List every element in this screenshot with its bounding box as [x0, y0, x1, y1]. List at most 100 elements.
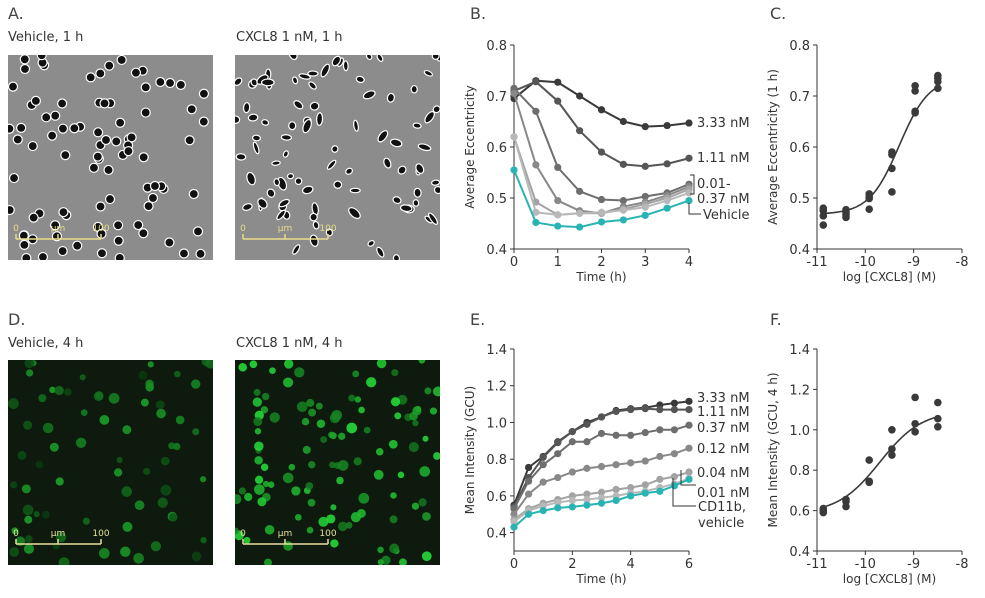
data-point — [641, 162, 649, 170]
panel-label-f: F. — [770, 310, 782, 329]
cell — [399, 558, 407, 565]
data-point — [532, 107, 540, 115]
data-point — [597, 488, 606, 496]
cell — [260, 463, 269, 471]
data-point — [670, 473, 679, 481]
cell — [288, 121, 297, 131]
cell — [254, 428, 262, 435]
cell — [50, 220, 61, 231]
cell — [8, 398, 19, 409]
cell — [418, 360, 426, 364]
cell — [121, 486, 133, 497]
cell — [280, 134, 293, 141]
data-point — [597, 195, 606, 204]
scale-bar-label: µm — [278, 529, 293, 539]
cell — [410, 84, 418, 94]
cell — [108, 392, 120, 404]
data-point — [842, 213, 850, 222]
cell — [155, 400, 165, 410]
cell — [175, 415, 185, 425]
cell — [271, 160, 281, 166]
x-axis-label: log [CXCL8] (M) — [843, 572, 936, 586]
series-3 — [510, 444, 693, 518]
panel-label-b: B. — [470, 4, 487, 23]
x-tick-label: -9 — [907, 557, 920, 572]
cell — [353, 119, 359, 132]
caption-cxcl8-1h: CXCL8 1 nM, 1 h — [236, 30, 343, 45]
caption-vehicle-1h: Vehicle, 1 h — [8, 30, 84, 45]
data-point — [663, 196, 671, 205]
cell — [155, 76, 166, 88]
data-point — [656, 487, 664, 495]
series-2 — [510, 84, 693, 205]
data-point — [663, 121, 671, 130]
y-tick-label: 0.8 — [486, 39, 507, 54]
y-axis-label: Average Eccentricity — [463, 85, 477, 209]
cell — [301, 185, 314, 195]
cell — [261, 119, 270, 126]
cell — [348, 394, 356, 402]
cell — [389, 138, 403, 148]
cell — [283, 377, 294, 388]
cell — [38, 394, 47, 403]
cell — [397, 165, 407, 175]
y-tick-label: 0.7 — [486, 90, 507, 105]
data-point — [641, 481, 649, 489]
cell — [23, 543, 35, 554]
data-point — [888, 150, 896, 159]
cell — [169, 513, 178, 522]
cell — [348, 207, 361, 219]
data-point — [554, 498, 562, 506]
cell — [198, 116, 209, 127]
data-point — [656, 426, 664, 434]
cell — [200, 536, 207, 544]
data-point — [911, 109, 919, 117]
y-tick-label: 0.6 — [486, 141, 507, 156]
data-point — [554, 222, 562, 230]
data-point — [583, 464, 591, 472]
cell — [346, 422, 358, 434]
cell — [257, 197, 268, 209]
data-point — [510, 89, 518, 98]
y-tick-label: 1.0 — [789, 424, 810, 439]
leader-line — [672, 478, 696, 507]
data-point — [539, 461, 547, 469]
data-point — [510, 84, 518, 92]
cell — [308, 81, 317, 90]
data-point — [619, 196, 627, 205]
data-point — [539, 453, 547, 461]
data-point — [842, 502, 850, 511]
x-tick-label: 3 — [641, 255, 649, 270]
cell — [140, 398, 149, 407]
x-tick-label: -8 — [956, 557, 969, 572]
cell — [99, 414, 110, 425]
scale-bar-label: 0 — [240, 224, 246, 234]
y-axis-label: Mean Intensity (GCU) — [463, 386, 477, 514]
cell — [64, 388, 72, 396]
data-point — [568, 496, 576, 505]
cell — [291, 486, 301, 496]
data-point — [554, 163, 562, 171]
cell — [294, 367, 305, 378]
data-point — [888, 451, 896, 459]
cell — [11, 527, 19, 535]
cell — [238, 362, 248, 372]
cell — [308, 461, 316, 469]
data-point — [597, 148, 606, 156]
data-point — [554, 78, 562, 86]
cell — [24, 515, 33, 524]
cell — [21, 252, 32, 260]
data-point — [888, 188, 896, 196]
data-point — [568, 438, 576, 446]
data-point — [576, 223, 584, 231]
cell — [95, 201, 106, 212]
cell — [320, 436, 328, 444]
data-point — [641, 211, 649, 219]
cell — [235, 494, 242, 505]
cell — [308, 408, 317, 417]
cell — [338, 432, 346, 440]
data-point — [597, 413, 606, 421]
cell — [88, 162, 100, 173]
data-point — [597, 499, 606, 507]
cell — [205, 360, 213, 369]
